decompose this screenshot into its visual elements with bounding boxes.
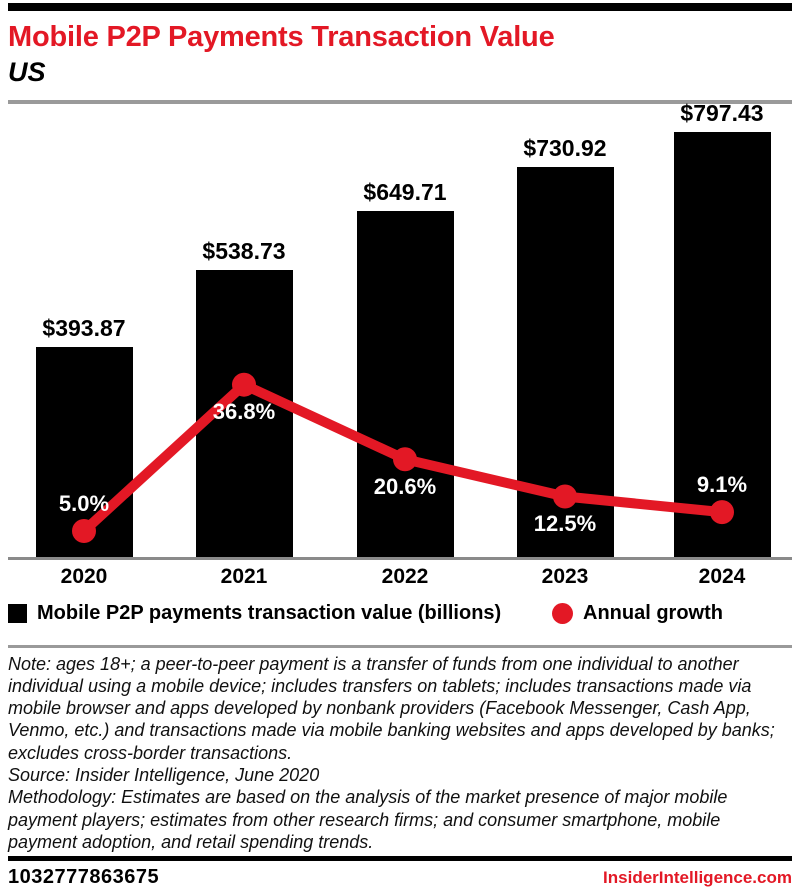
header-divider <box>8 99 792 104</box>
legend-line-label: Annual growth <box>583 601 723 624</box>
page-title: Mobile P2P Payments Transaction Value <box>8 21 555 53</box>
growth-label-2020: 5.0% <box>58 490 110 516</box>
legend-item-bars: Mobile P2P payments transaction value (b… <box>8 602 501 625</box>
growth-label-2024: 9.1% <box>696 471 748 497</box>
x-tick-2022: 2022 <box>381 564 429 588</box>
methodology-text: Methodology: Estimates are based on the … <box>8 787 728 852</box>
x-axis: 2020 2021 2022 2023 2024 <box>8 563 792 595</box>
chart-id: 1032777863675 <box>8 866 160 889</box>
notes-divider <box>8 644 792 648</box>
bar-value-label-2020: $393.87 <box>42 314 126 341</box>
bar-2022 <box>356 210 454 557</box>
growth-label-2021: 36.8% <box>212 399 276 425</box>
growth-label-2022: 20.6% <box>373 473 437 499</box>
legend-item-growth: Annual growth <box>552 602 723 625</box>
bar-value-label-2024: $797.43 <box>680 99 764 126</box>
growth-point-2020 <box>72 518 96 543</box>
footnotes: Note: ages 18+; a peer-to-peer payment i… <box>8 653 792 854</box>
bar-value-label-2023: $730.92 <box>523 134 607 161</box>
x-tick-2021: 2021 <box>220 564 268 588</box>
source-text: Source: Insider Intelligence, June 2020 <box>8 765 320 786</box>
growth-point-2021 <box>232 372 256 397</box>
brand-link[interactable]: InsiderIntelligence.com <box>603 867 792 887</box>
legend-bar-label: Mobile P2P payments transaction value (b… <box>37 601 502 624</box>
growth-label-2023: 12.5% <box>533 511 597 537</box>
page-subtitle: US <box>8 56 46 87</box>
growth-point-2024 <box>710 499 734 524</box>
growth-point-2022 <box>393 446 417 471</box>
bar-value-label-2021: $538.73 <box>202 237 286 264</box>
growth-point-2023 <box>553 484 577 509</box>
bar-value-label-2022: $649.71 <box>363 178 447 205</box>
chart-legend: Mobile P2P payments transaction value (b… <box>8 602 792 628</box>
note-text: Note: ages 18+; a peer-to-peer payment i… <box>8 653 775 763</box>
bar-2024 <box>673 131 771 557</box>
line-series-swatch-icon <box>552 602 573 624</box>
x-tick-2023: 2023 <box>541 564 589 588</box>
growth-line-svg <box>72 372 734 543</box>
bar-series-swatch-icon <box>8 603 27 623</box>
top-rule <box>8 3 792 11</box>
report-page: Mobile P2P Payments Transaction Value US… <box>0 3 800 889</box>
x-tick-2024: 2024 <box>698 564 746 588</box>
footer-divider <box>8 856 792 862</box>
x-tick-2020: 2020 <box>60 564 108 588</box>
footer: 1032777863675 InsiderIntelligence.com <box>8 866 792 889</box>
combo-chart: $393.87 5.0% $538.73 36.8% $649.71 20.6% $730.… <box>8 100 792 560</box>
